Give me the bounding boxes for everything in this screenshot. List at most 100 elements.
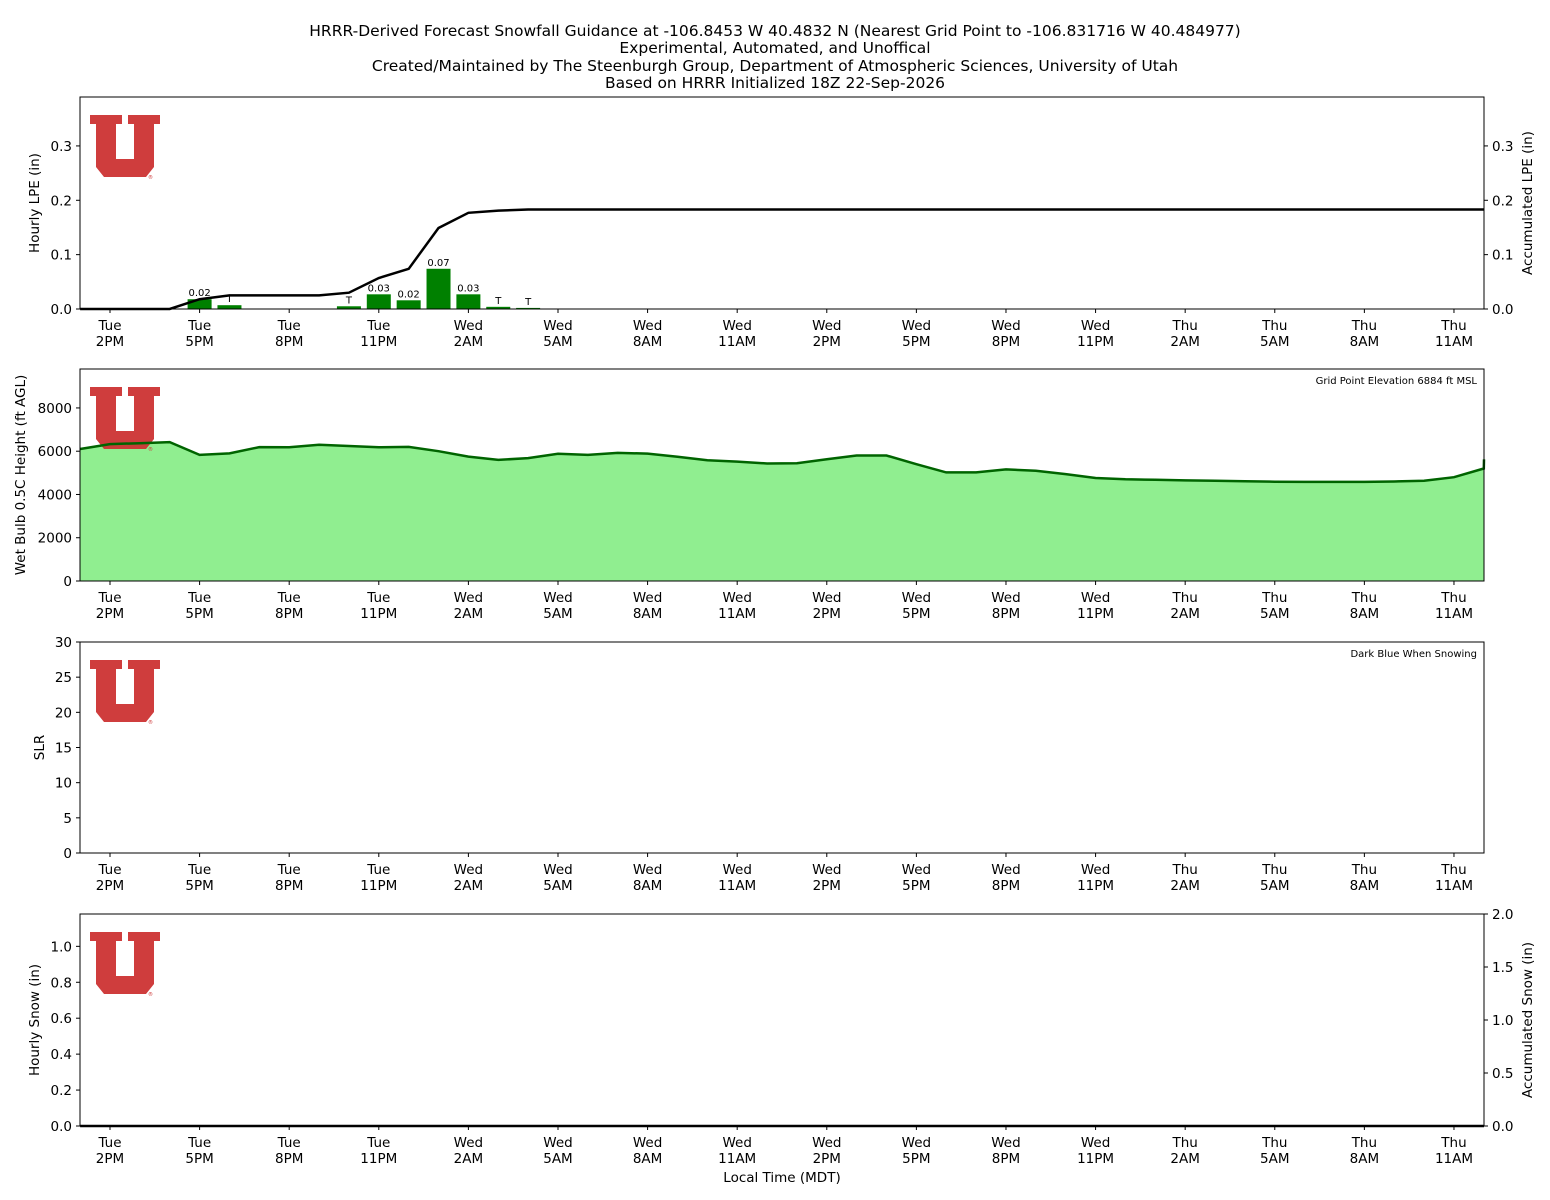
y-tick-label: 0.4 bbox=[51, 1047, 72, 1063]
y-tick-label: 8000 bbox=[38, 401, 72, 417]
y-tick-label: 2000 bbox=[38, 531, 72, 547]
x-tick-time: 11PM bbox=[1077, 334, 1114, 350]
x-tick-time: 11AM bbox=[718, 878, 756, 894]
x-tick-time: 8PM bbox=[992, 878, 1020, 894]
x-tick-day: Thu bbox=[1261, 1135, 1287, 1151]
x-tick-time: 8PM bbox=[275, 878, 303, 894]
lpe-bar bbox=[397, 300, 421, 309]
x-tick-day: Tue bbox=[277, 318, 301, 334]
y-tick-label: 5 bbox=[63, 811, 72, 827]
x-tick-day: Tue bbox=[366, 1135, 390, 1151]
y-tick-label: 1.0 bbox=[51, 939, 72, 955]
x-tick-day: Wed bbox=[902, 590, 931, 606]
y2-tick-label: 0.1 bbox=[1492, 248, 1513, 264]
x-tick-day: Wed bbox=[454, 318, 483, 334]
y-tick-label: 10 bbox=[55, 776, 72, 792]
panel-slr: ®051015202530Dark Blue When SnowingTue2P… bbox=[32, 635, 1484, 894]
x-tick-day: Wed bbox=[1081, 590, 1110, 606]
x-tick-time: 2AM bbox=[1170, 878, 1199, 894]
x-tick-day: Wed bbox=[991, 590, 1020, 606]
x-tick-day: Wed bbox=[812, 862, 841, 878]
x-axis-label: Local Time (MDT) bbox=[723, 1170, 840, 1186]
x-tick-time: 5AM bbox=[543, 1151, 572, 1167]
title-line-1: HRRR-Derived Forecast Snowfall Guidance … bbox=[309, 22, 1240, 40]
y-axis-label: Wet Bulb 0.5C Height (ft AGL) bbox=[13, 375, 29, 576]
x-tick-day: Thu bbox=[1440, 862, 1466, 878]
y-tick-label: 0.8 bbox=[51, 975, 72, 991]
logo-registered-mark: ® bbox=[148, 446, 153, 453]
x-tick-day: Thu bbox=[1261, 590, 1287, 606]
lpe-bar-label: T bbox=[524, 297, 532, 308]
lpe-bar-label: T bbox=[345, 295, 353, 306]
x-tick-day: Wed bbox=[902, 862, 931, 878]
logo-u-shape bbox=[90, 387, 160, 449]
x-tick-day: Thu bbox=[1171, 1135, 1197, 1151]
lpe-bar bbox=[217, 305, 241, 309]
x-tick-time: 8PM bbox=[275, 606, 303, 622]
x-tick-day: Wed bbox=[1081, 318, 1110, 334]
y2-tick-label: 0.0 bbox=[1492, 1119, 1513, 1135]
x-tick-time: 11PM bbox=[1077, 606, 1114, 622]
x-tick-time: 11PM bbox=[1077, 878, 1114, 894]
x-tick-day: Tue bbox=[97, 1135, 121, 1151]
x-tick-time: 8PM bbox=[275, 1151, 303, 1167]
lpe-bar bbox=[427, 269, 451, 309]
logo-registered-mark: ® bbox=[148, 991, 153, 998]
x-tick-day: Thu bbox=[1440, 590, 1466, 606]
y-tick-label: 6000 bbox=[38, 444, 72, 460]
y-tick-label: 0.2 bbox=[51, 1083, 72, 1099]
x-tick-day: Wed bbox=[543, 862, 572, 878]
y-tick-label: 0.1 bbox=[51, 248, 72, 264]
lpe-bar-label: 0.02 bbox=[398, 289, 420, 300]
y-tick-label: 20 bbox=[55, 705, 72, 721]
y-axis-label: Hourly Snow (in) bbox=[27, 964, 43, 1076]
y-tick-label: 15 bbox=[55, 741, 72, 757]
y2-tick-label: 0.2 bbox=[1492, 193, 1513, 209]
x-tick-time: 2AM bbox=[1170, 334, 1199, 350]
x-tick-time: 8AM bbox=[633, 878, 662, 894]
x-tick-day: Wed bbox=[991, 862, 1020, 878]
x-tick-day: Tue bbox=[366, 318, 390, 334]
x-tick-time: 8AM bbox=[1350, 1151, 1379, 1167]
x-tick-day: Tue bbox=[366, 862, 390, 878]
x-tick-day: Wed bbox=[633, 1135, 662, 1151]
x-tick-time: 5PM bbox=[185, 334, 213, 350]
y-tick-label: 0.3 bbox=[51, 139, 72, 155]
x-tick-time: 5AM bbox=[1260, 1151, 1289, 1167]
x-tick-time: 5AM bbox=[1260, 334, 1289, 350]
x-tick-day: Thu bbox=[1171, 590, 1197, 606]
x-tick-day: Tue bbox=[97, 862, 121, 878]
y2-axis-label: Accumulated Snow (in) bbox=[1520, 942, 1536, 1098]
x-tick-day: Tue bbox=[187, 862, 211, 878]
x-tick-day: Tue bbox=[187, 1135, 211, 1151]
panel-frame bbox=[80, 914, 1484, 1126]
x-tick-day: Wed bbox=[633, 862, 662, 878]
y2-tick-label: 0.5 bbox=[1492, 1066, 1513, 1082]
x-tick-time: 8PM bbox=[992, 606, 1020, 622]
logo-u-shape bbox=[90, 660, 160, 722]
title-line-3: Created/Maintained by The Steenburgh Gro… bbox=[372, 57, 1178, 75]
x-tick-day: Wed bbox=[812, 318, 841, 334]
y-tick-label: 25 bbox=[55, 670, 72, 686]
y-tick-label: 0 bbox=[63, 574, 72, 590]
x-tick-day: Thu bbox=[1351, 318, 1377, 334]
x-tick-day: Thu bbox=[1440, 318, 1466, 334]
x-tick-day: Wed bbox=[722, 318, 751, 334]
y2-tick-label: 1.5 bbox=[1492, 960, 1513, 976]
x-tick-day: Wed bbox=[1081, 1135, 1110, 1151]
logo-u-shape bbox=[90, 115, 160, 177]
x-tick-time: 11AM bbox=[718, 334, 756, 350]
grid-elevation-annotation: Grid Point Elevation 6884 ft MSL bbox=[1316, 376, 1478, 387]
x-tick-time: 8AM bbox=[1350, 606, 1379, 622]
x-tick-time: 8AM bbox=[633, 606, 662, 622]
x-tick-time: 5PM bbox=[185, 878, 213, 894]
y2-tick-label: 0.0 bbox=[1492, 302, 1513, 318]
y2-tick-label: 2.0 bbox=[1492, 907, 1513, 923]
figure-title: HRRR-Derived Forecast Snowfall Guidance … bbox=[309, 22, 1240, 92]
panel-hourly-snow: ®0.00.20.40.60.81.00.00.51.01.52.0Tue2PM… bbox=[27, 907, 1536, 1167]
x-tick-time: 8PM bbox=[992, 1151, 1020, 1167]
x-tick-day: Wed bbox=[812, 1135, 841, 1151]
x-tick-day: Tue bbox=[366, 590, 390, 606]
x-tick-time: 5PM bbox=[185, 606, 213, 622]
y-axis-label: Hourly LPE (in) bbox=[27, 153, 43, 253]
